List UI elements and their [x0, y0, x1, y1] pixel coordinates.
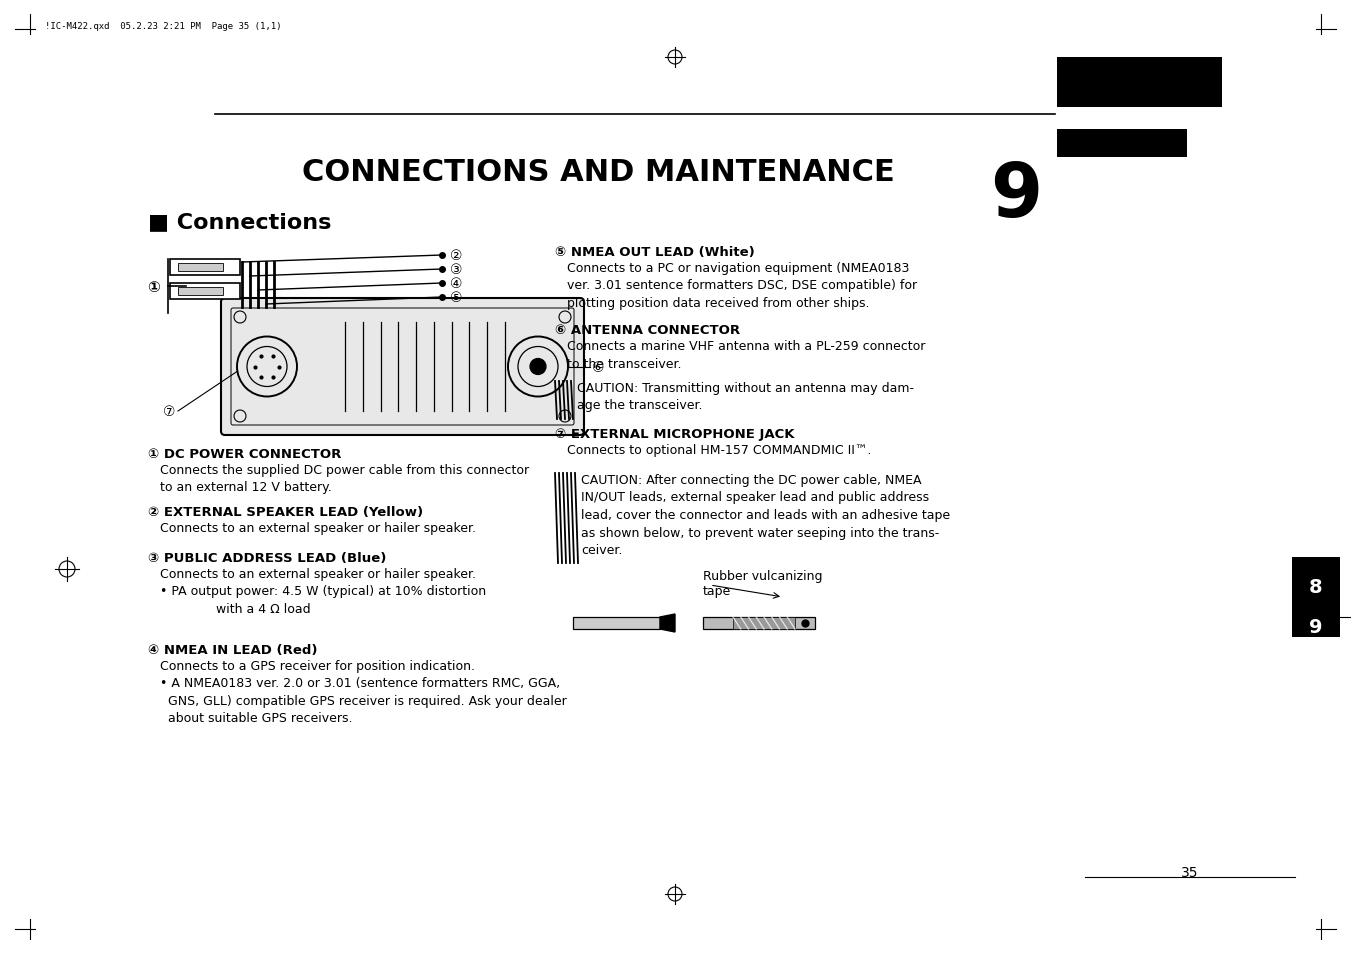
Bar: [734, 618, 794, 629]
Text: CAUTION: After connecting the DC power cable, NMEA
IN/OUT leads, external speake: CAUTION: After connecting the DC power c…: [581, 474, 950, 557]
Text: Connects to an external speaker or hailer speaker.: Connects to an external speaker or haile…: [159, 521, 476, 535]
Polygon shape: [661, 615, 676, 633]
Text: CAUTION: Transmitting without an antenna may dam-
age the transceiver.: CAUTION: Transmitting without an antenna…: [577, 381, 915, 412]
Text: ■ Connections: ■ Connections: [149, 212, 331, 232]
Text: ②: ②: [450, 249, 462, 263]
Text: Rubber vulcanizing
tape: Rubber vulcanizing tape: [703, 569, 823, 598]
FancyBboxPatch shape: [222, 298, 584, 436]
Bar: [1292, 598, 1340, 638]
Text: Connects a marine VHF antenna with a PL-259 connector
to the transceiver.: Connects a marine VHF antenna with a PL-…: [567, 339, 925, 370]
Text: ③ PUBLIC ADDRESS LEAD (Blue): ③ PUBLIC ADDRESS LEAD (Blue): [149, 552, 386, 564]
Bar: [573, 618, 661, 629]
Text: Connects to a GPS receiver for position indication.
• A NMEA0183 ver. 2.0 or 3.0: Connects to a GPS receiver for position …: [159, 659, 567, 724]
Circle shape: [530, 359, 546, 375]
Text: 9: 9: [1309, 618, 1323, 637]
Text: ④ NMEA IN LEAD (Red): ④ NMEA IN LEAD (Red): [149, 643, 317, 657]
Text: ①: ①: [147, 279, 159, 294]
Bar: [178, 288, 223, 295]
Text: ⑦: ⑦: [162, 405, 176, 418]
Text: CONNECTIONS AND MAINTENANCE: CONNECTIONS AND MAINTENANCE: [301, 158, 894, 187]
Bar: [178, 264, 223, 272]
Text: 8: 8: [1309, 578, 1323, 597]
Text: ④: ④: [450, 276, 462, 291]
Bar: [1056, 130, 1188, 158]
Text: ① DC POWER CONNECTOR: ① DC POWER CONNECTOR: [149, 448, 342, 460]
Text: Connects to a PC or navigation equipment (NMEA0183
ver. 3.01 sentence formatters: Connects to a PC or navigation equipment…: [567, 262, 917, 310]
Text: Connects the supplied DC power cable from this connector
to an external 12 V bat: Connects the supplied DC power cable fro…: [159, 463, 530, 494]
Bar: [1056, 58, 1223, 108]
Text: ⑦ EXTERNAL MICROPHONE JACK: ⑦ EXTERNAL MICROPHONE JACK: [555, 428, 794, 440]
Bar: [170, 260, 240, 275]
Text: ② EXTERNAL SPEAKER LEAD (Yellow): ② EXTERNAL SPEAKER LEAD (Yellow): [149, 505, 423, 518]
Text: Connects to optional HM-157 COMMANDMIC II™.: Connects to optional HM-157 COMMANDMIC I…: [567, 443, 871, 456]
Text: ③: ③: [450, 263, 462, 276]
Text: ⑤: ⑤: [450, 291, 462, 305]
Bar: [170, 284, 240, 299]
Text: ⑥: ⑥: [592, 360, 604, 375]
Text: ⑤ NMEA OUT LEAD (White): ⑤ NMEA OUT LEAD (White): [555, 246, 755, 258]
Text: 35: 35: [1181, 865, 1198, 879]
Text: ⑥ ANTENNA CONNECTOR: ⑥ ANTENNA CONNECTOR: [555, 324, 740, 336]
Bar: [703, 618, 815, 629]
Text: !IC-M422.qxd  05.2.23 2:21 PM  Page 35 (1,1): !IC-M422.qxd 05.2.23 2:21 PM Page 35 (1,…: [45, 22, 281, 30]
Text: 9: 9: [990, 160, 1042, 233]
Text: Connects to an external speaker or hailer speaker.
• PA output power: 4.5 W (typ: Connects to an external speaker or haile…: [159, 567, 486, 616]
Bar: [1292, 558, 1340, 598]
